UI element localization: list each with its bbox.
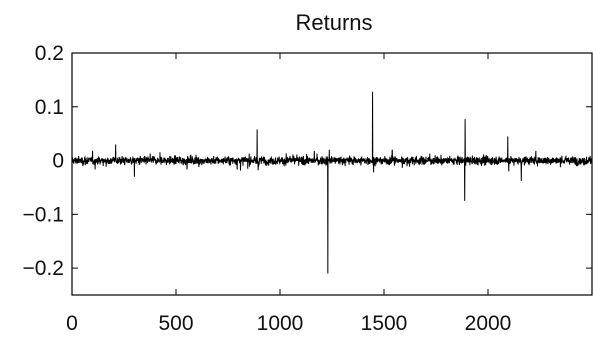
x-tick-label: 0 [66, 312, 78, 335]
x-tick-label: 1000 [257, 312, 304, 335]
y-tick-label: 0 [52, 150, 64, 173]
x-tick-label: 2000 [465, 312, 512, 335]
x-tick-label: 1500 [361, 312, 408, 335]
y-tick-label: −0.1 [23, 203, 64, 226]
plot-area [71, 52, 593, 296]
x-axis: 0 500 1000 1500 2000 [66, 53, 511, 335]
returns-series-line [71, 91, 593, 274]
axes-frame [71, 52, 593, 296]
y-axis: 0.2 0.1 0 −0.1 −0.2 [23, 42, 592, 280]
y-tick-label: 0.2 [35, 42, 64, 65]
y-tick-label: −0.2 [23, 257, 64, 280]
x-tick-label: 500 [158, 312, 193, 335]
chart-title: Returns [295, 10, 372, 35]
y-tick-label: 0.1 [35, 96, 64, 119]
